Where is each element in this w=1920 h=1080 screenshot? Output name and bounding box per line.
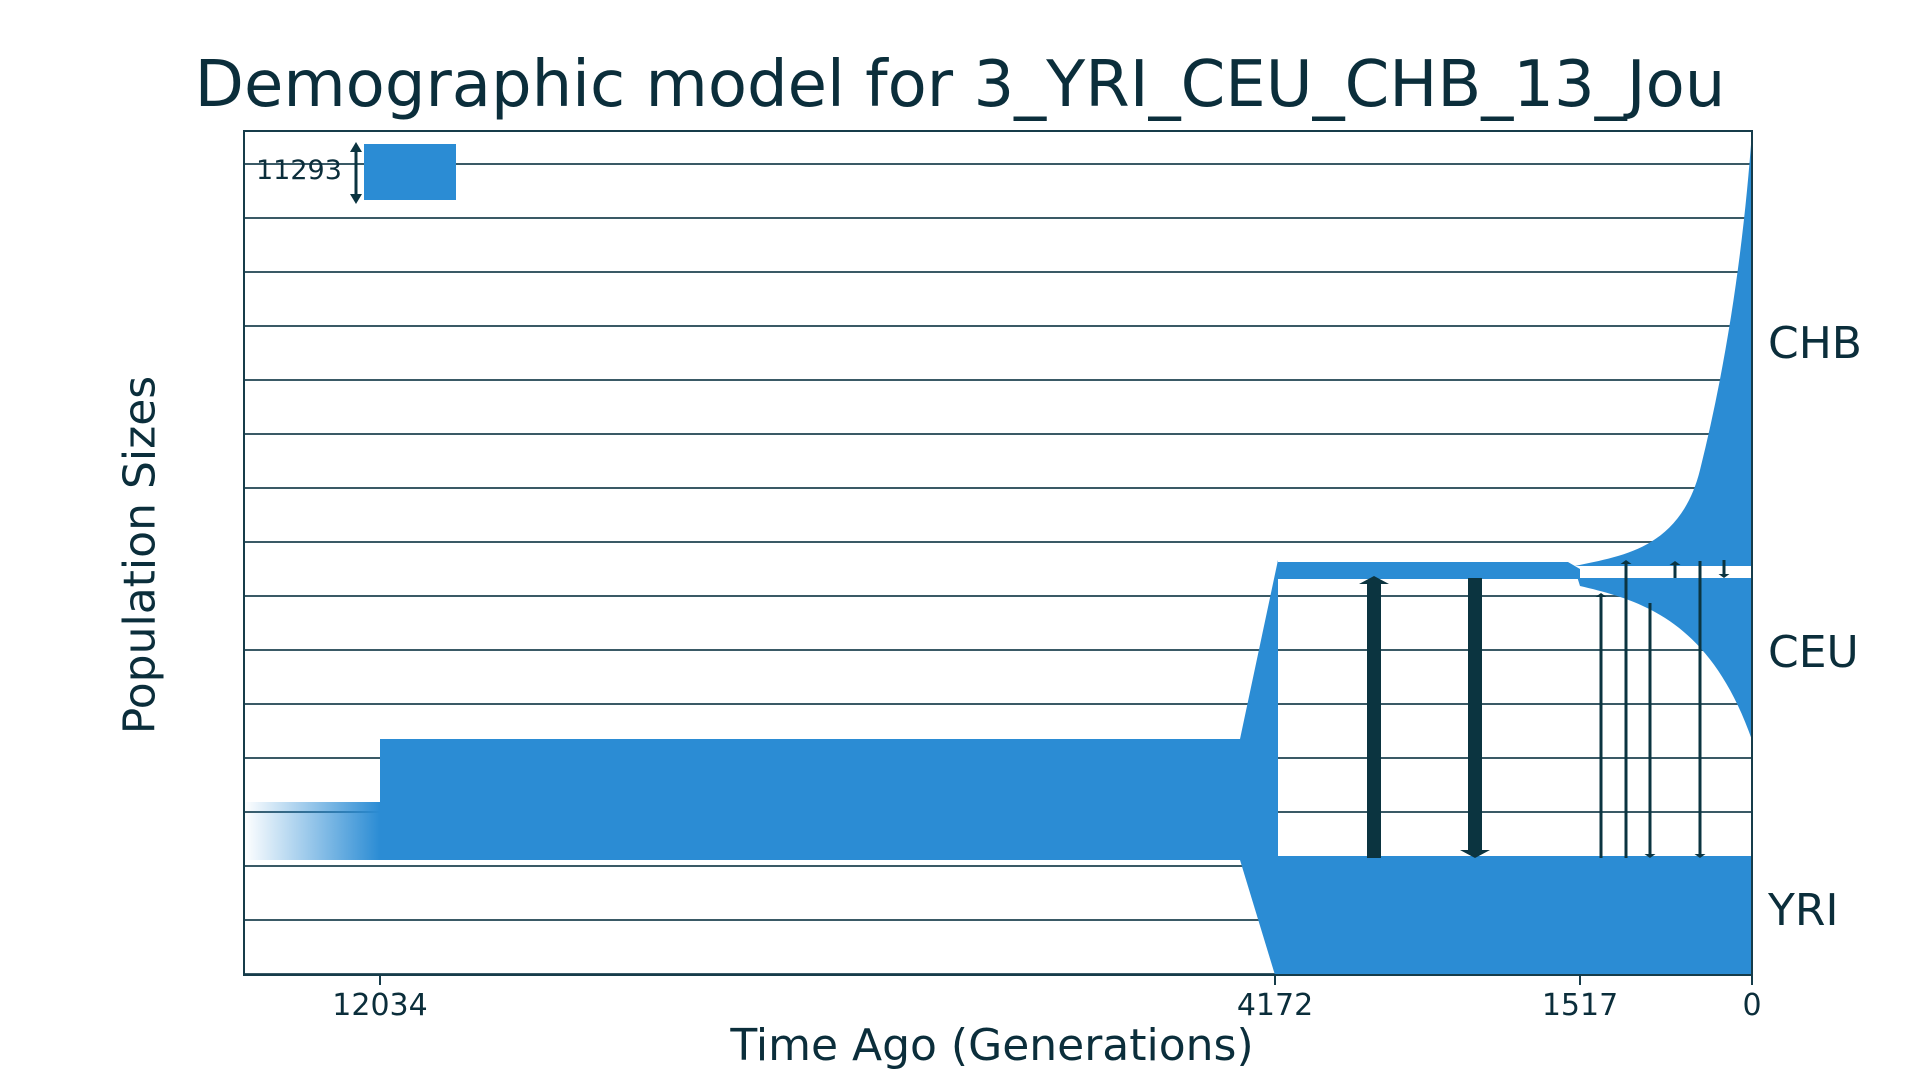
ancestral-population bbox=[380, 560, 1278, 860]
migration-arrow-ceu-to-yri-shaft bbox=[1468, 578, 1482, 850]
population-label-ceu: CEU bbox=[1768, 627, 1859, 678]
migration-arrow-yri-to-ceu-late-head bbox=[1595, 593, 1607, 597]
migration-arrow-yri-to-ceu-shaft bbox=[1367, 584, 1381, 858]
migration-arrow-yri-to-ceu-head bbox=[1359, 576, 1389, 584]
axes-frame bbox=[243, 130, 1753, 976]
population-label-chb: CHB bbox=[1768, 318, 1862, 369]
population-ceu bbox=[1575, 570, 1752, 740]
migration-arrow-chb-to-yri-shaft bbox=[1698, 561, 1702, 854]
population-shapes bbox=[244, 131, 1752, 975]
migration-arrow-ceu-to-chb-shaft bbox=[1673, 565, 1677, 578]
migration-arrow-chb-to-yri-head bbox=[1694, 854, 1706, 858]
population-ceu-early bbox=[1278, 562, 1580, 579]
chart-title: Demographic model for 3_YRI_CEU_CHB_13_J… bbox=[194, 48, 1726, 122]
population-chb bbox=[1575, 131, 1752, 566]
axes bbox=[243, 130, 1753, 985]
population-yri-edge bbox=[1278, 856, 1752, 862]
x-tick-label: 0 bbox=[1742, 988, 1762, 1023]
population-gap bbox=[1582, 566, 1752, 576]
x-axis-label: Time Ago (Generations) bbox=[730, 1020, 1254, 1071]
migration-arrow-yri-to-chb-head bbox=[1620, 560, 1632, 564]
scale-bar-label: 11293 bbox=[256, 155, 342, 186]
x-tick-label: 12034 bbox=[332, 988, 428, 1023]
migration-arrow-ceu-to-yri-late-head bbox=[1644, 854, 1656, 858]
x-tick-label: 4172 bbox=[1236, 988, 1314, 1023]
population-label-yri: YRI bbox=[1768, 885, 1839, 936]
migration-arrow-chb-to-ceu-head bbox=[1718, 574, 1730, 578]
population-yri bbox=[1240, 860, 1752, 975]
migration-arrow-ceu-to-chb-head bbox=[1669, 561, 1681, 565]
scale-bar-arrow-up bbox=[350, 142, 362, 152]
migration-arrow-yri-to-chb-shaft bbox=[1624, 564, 1628, 858]
migration-arrow-ceu-to-yri-head bbox=[1460, 850, 1490, 858]
scale-bar-arrow-down bbox=[350, 194, 362, 204]
ancestral-population-faded bbox=[244, 802, 380, 860]
migration-arrow-yri-to-ceu-late-shaft bbox=[1599, 597, 1603, 858]
migration-arrow-ceu-to-yri-late-shaft bbox=[1648, 603, 1652, 854]
migration-arrow-chb-to-ceu-shaft bbox=[1722, 560, 1726, 574]
x-tick-label: 1517 bbox=[1541, 988, 1619, 1023]
migration-arrows bbox=[350, 142, 1730, 858]
y-axis-label: Population Sizes bbox=[114, 375, 166, 735]
scale-bar-rect bbox=[364, 144, 456, 200]
